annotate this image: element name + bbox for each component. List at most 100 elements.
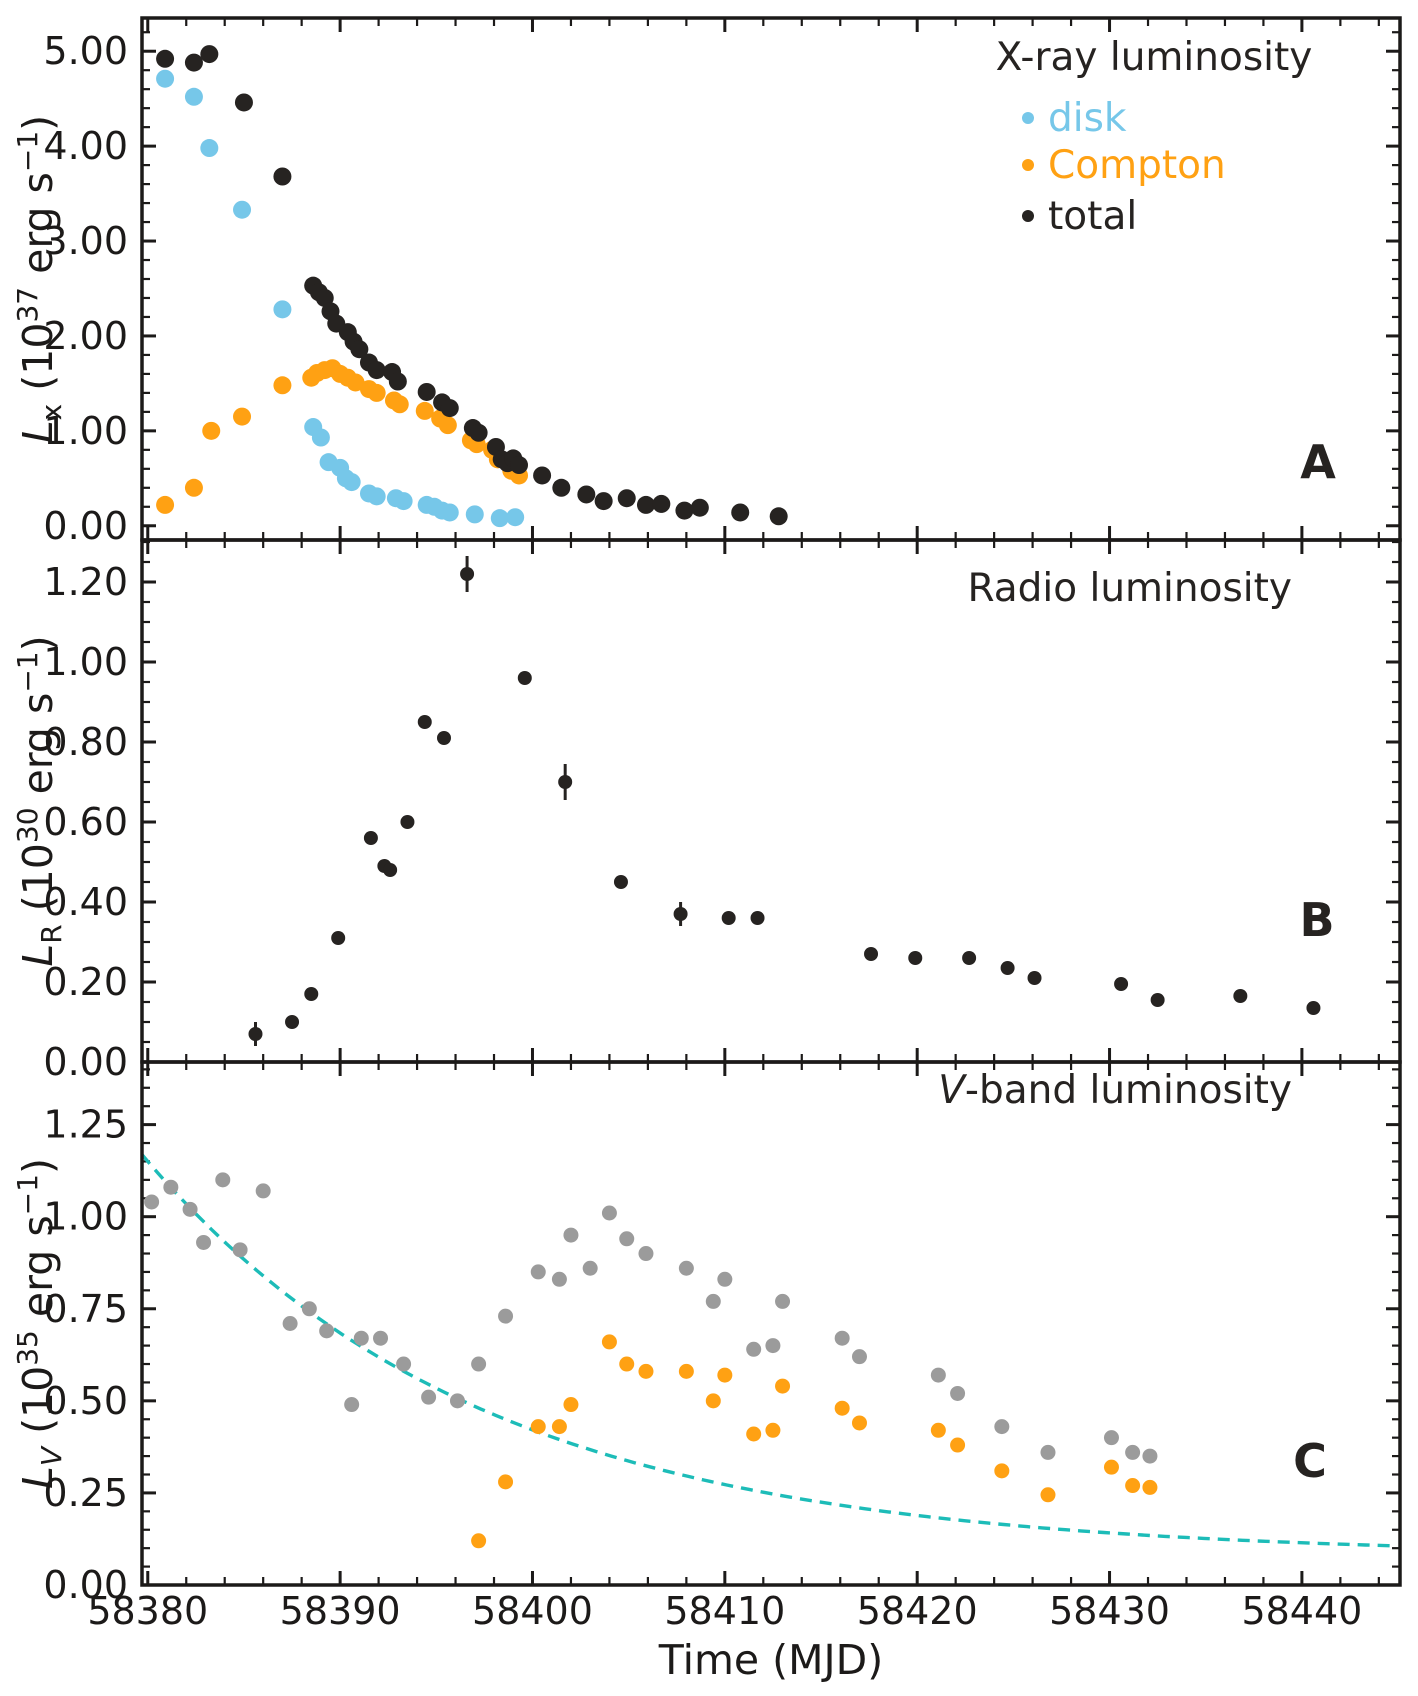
data-point-Compton (156, 495, 175, 514)
data-point-Compton (390, 395, 409, 414)
data-point-radio (400, 815, 415, 829)
data-point-radio (460, 567, 475, 581)
data-point-vband-observed (563, 1227, 579, 1243)
data-point-vband-excess (775, 1378, 791, 1394)
x-tick-label: 58400 (472, 1589, 593, 1633)
data-point-vband-observed (449, 1393, 465, 1409)
data-point-radio (721, 911, 736, 925)
data-point-vband-observed (619, 1231, 635, 1247)
data-point-radio (1027, 971, 1042, 985)
data-point-total (350, 340, 369, 359)
x-axis-label: Time (MJD) (658, 1636, 883, 1684)
data-point-vband-observed (994, 1419, 1010, 1435)
panel-frame (140, 1060, 1402, 1587)
data-point-Compton (184, 478, 203, 497)
data-point-vband-observed (930, 1367, 946, 1383)
data-point-vband-excess (765, 1422, 781, 1438)
y-axis-label-b: LR (1030 erg s−1) (11, 635, 68, 966)
data-point-vband-excess (638, 1363, 654, 1379)
data-point-radio (363, 831, 378, 845)
data-point-Compton (202, 421, 221, 440)
data-point-vband-observed (421, 1389, 437, 1405)
decay-model-dashed-curve (142, 1153, 1397, 1548)
data-point-vband-excess (851, 1415, 867, 1431)
y-tick-label: 1.00 (43, 409, 128, 453)
data-point-vband-observed (950, 1385, 966, 1401)
data-point-total (388, 372, 407, 391)
data-point-vband-observed (163, 1179, 179, 1195)
data-point-vband-excess (717, 1367, 733, 1383)
data-point-vband-excess (1142, 1479, 1158, 1495)
data-point-Compton (415, 401, 434, 420)
data-point-radio (383, 863, 398, 877)
x-tick-label: 58430 (1049, 1589, 1170, 1633)
data-point-radio (436, 731, 451, 745)
data-point-disk (394, 492, 413, 511)
y-tick-label: 0.00 (43, 1040, 128, 1084)
data-point-disk (342, 473, 361, 492)
data-point-radio (1114, 977, 1129, 991)
data-point-vband-observed (282, 1316, 298, 1331)
y-tick-label: 0.00 (43, 1563, 128, 1607)
data-point-vband-excess (678, 1363, 694, 1379)
data-point-radio (331, 931, 346, 945)
data-point-total (636, 495, 655, 514)
series-vband-excess-points (471, 1334, 1158, 1549)
panel-c: 0.00 0.25 0.50 0.75 1.00 1.25 C V-band luminosi… (43, 1060, 1402, 1607)
panel-b: 0.00 0.20 0.40 0.60 0.80 1.00 1.20 B Radio lumin… (43, 538, 1402, 1084)
y-tick-label: 0.25 (43, 1471, 128, 1515)
panel-letter-b: B (1299, 893, 1334, 947)
y-tick-label: 0.50 (43, 1379, 128, 1423)
y-tick-label: 4.00 (43, 124, 128, 168)
data-point-Compton (367, 383, 386, 402)
panel-title-c: V-band luminosity (938, 1068, 1292, 1113)
data-point-disk (200, 139, 219, 158)
data-point-vband-observed (396, 1356, 412, 1372)
data-point-total (469, 423, 488, 442)
data-point-vband-excess (1103, 1459, 1119, 1475)
data-point-total (675, 501, 694, 520)
data-point-vband-observed (1040, 1444, 1056, 1460)
y-tick-label: 0.75 (43, 1287, 128, 1331)
legend-label: Compton (1048, 143, 1226, 188)
data-point-vband-excess (1040, 1487, 1056, 1503)
legend-item-compton: Compton (1022, 143, 1226, 188)
data-point-disk (233, 200, 252, 219)
data-point-vband-excess (705, 1393, 721, 1409)
data-point-vband-observed (638, 1246, 654, 1262)
data-point-total (577, 485, 596, 504)
data-point-radio (304, 987, 319, 1001)
data-point-radio (613, 875, 628, 889)
data-point-Compton (233, 407, 252, 426)
y-axis-label-a: Lx (1037 erg s−1) (11, 115, 68, 443)
y-tick-label: 0.20 (43, 960, 128, 1004)
data-point-vband-excess (994, 1463, 1010, 1479)
data-point-total (594, 492, 613, 511)
data-point-vband-observed (582, 1260, 598, 1276)
data-point-radio (908, 951, 923, 965)
legend-label: total (1048, 194, 1137, 239)
x-tick-label: 58410 (664, 1589, 785, 1633)
data-point-radio (1306, 1001, 1321, 1015)
legend-marker-total-icon (1022, 210, 1034, 222)
data-point-vband-excess (930, 1422, 946, 1438)
data-point-total (200, 45, 219, 64)
legend-marker-disk-icon (1022, 112, 1034, 124)
series-disk-points (156, 69, 525, 528)
data-point-vband-observed (851, 1349, 867, 1365)
data-point-disk (440, 503, 459, 522)
data-point-disk (367, 487, 386, 506)
data-point-vband-observed (471, 1356, 487, 1372)
data-point-vband-observed (373, 1330, 389, 1346)
data-point-vband-observed (1125, 1444, 1141, 1460)
data-point-total (440, 399, 459, 418)
data-point-total (367, 361, 386, 380)
data-point-disk (490, 509, 509, 528)
data-point-vband-observed (255, 1183, 271, 1199)
data-point-radio (750, 911, 765, 925)
legend-item-disk: disk (1022, 96, 1127, 141)
data-point-total (533, 466, 552, 485)
series-radio-points (248, 556, 1321, 1046)
